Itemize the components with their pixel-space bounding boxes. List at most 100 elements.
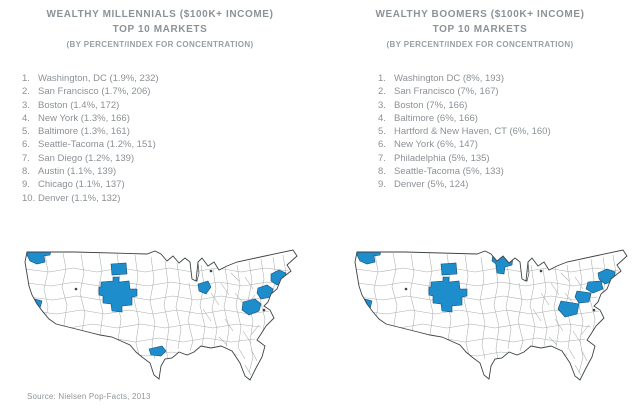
market-list-item: 9. Denver (5%, 124) [378,178,551,191]
dma-boundary-line [580,348,588,362]
highlighted-market-denver-north [110,262,128,276]
market-label: Hartford & New Haven, CT (6%, 160) [394,126,551,138]
market-label: Denver (1.1%, 132) [38,192,121,204]
market-label: San Diego (1.2%, 139) [38,152,135,164]
market-list-item: 8. Austin (1.1%, 139) [22,165,159,178]
dma-boundary-line [163,260,170,360]
dma-boundary-line [493,260,500,360]
dma-boundary-line [355,267,620,273]
dma-boundary-line [479,256,486,360]
dense-boundary-dot [404,287,408,291]
panel-boomers: WEALTHY BOOMERS ($100K+ INCOME) TOP 10 M… [320,0,640,420]
market-list-item: 2. San Francisco (7%, 167) [378,85,551,98]
market-list-boomers: 1. Washington DC (8%, 193) 2. San Francisco… [378,72,551,192]
highlighted-market-boston [270,269,287,286]
dma-boundary-line [210,292,220,306]
market-rank: 3. [22,99,30,111]
market-list-item: 10. Denver (1.1%, 132) [22,192,159,205]
dma-boundary-line [427,252,434,342]
us-dma-map-millennials [24,249,298,381]
market-label: Boston (7%, 166) [394,99,468,111]
dma-boundary-line [356,281,618,287]
market-label: Seattle-Tacoma (5%, 133) [394,166,504,178]
market-label: Baltimore (6%, 166) [394,112,478,124]
market-rank: 5. [378,126,386,138]
highlighted-market-philadelphia-baltimore-dc [557,300,580,318]
dma-boundary-line [175,262,182,350]
dma-boundary-line [28,295,268,301]
market-list-item: 7. San Diego (1.2%, 139) [22,152,159,165]
panel-title-line1: WEALTHY MILLENNIALS ($100K+ INCOME) [46,9,274,20]
highlighted-market-new-york-new-jersey [574,290,592,304]
market-list-item: 4. Baltimore (6%, 166) [378,112,551,125]
dma-boundary-line [550,282,560,296]
dma-boundary-line [244,276,254,290]
market-rank: 9. [378,179,386,191]
dma-boundary-line [220,282,230,296]
highlighted-market-denver-north [440,262,458,276]
market-rank: 6. [22,139,30,151]
dma-boundary-line [234,292,244,304]
us-dma-map-millennials [15,249,300,389]
dense-boundary-dot [262,308,266,312]
dma-boundary-line [517,282,524,352]
dma-boundary-line [554,318,564,332]
highlighted-market-new-york [256,284,274,300]
highlighted-market-denver [98,276,138,313]
market-list-item: 7. Philadelphia (5%, 135) [378,152,551,165]
dma-boundary-line [199,264,206,347]
market-rank: 8. [378,166,386,178]
dma-boundary-line [574,276,584,290]
panel-subtitle: (BY PERCENT/INDEX FOR CONCENTRATION) [386,40,574,49]
dma-boundary-line [26,281,288,287]
dma-boundary-line [568,348,576,360]
market-rank: 8. [22,166,30,178]
dma-boundary-line [242,330,252,344]
dma-boundary-line [133,254,140,356]
market-list-item: 5. Hartford & New Haven, CT (6%, 160) [378,125,551,138]
dma-boundary-line [409,253,416,334]
dma-boundary-line [235,264,242,350]
dma-boundary-line [548,336,558,346]
dma-boundary-line [374,323,592,329]
dma-boundary-line [61,252,68,330]
dma-boundary-line [62,337,256,343]
dma-boundary-line [373,254,379,324]
dma-boundary-line [244,364,252,376]
dma-boundary-line [532,308,542,322]
dma-boundary-line [391,252,398,330]
panel-millennials: WEALTHY MILLENNIALS ($100K+ INCOME) TOP … [15,9,300,389]
dma-boundary-line [392,337,586,343]
market-list-item: 9. Chicago (1.1%, 137) [22,178,159,191]
market-rank: 1. [22,73,30,84]
highlighted-market-denver [428,276,468,313]
market-label: Seattle-Tacoma (1.2%, 151) [38,139,156,151]
dma-boundary-line [97,252,104,342]
market-rank: 2. [378,86,386,98]
market-label: Austin (1.1%, 139) [38,166,117,178]
dma-boundary-line [250,324,260,336]
dma-boundary-line [541,268,548,347]
market-label: Washington, DC (1.9%, 232) [38,73,159,84]
market-rank: 10. [22,192,36,204]
market-list-item: 1. Washington, DC (1.9%, 232) [22,72,159,85]
market-label: Boston (1.4%, 172) [38,99,120,111]
dma-boundary-line [79,253,86,334]
market-label: Philadelphia (5%, 135) [394,152,490,164]
dense-boundary-dot [209,269,213,273]
market-list-millennials: 1. Washington, DC (1.9%, 232) 2. San Franci… [22,72,159,205]
dma-boundary-line [160,362,230,368]
market-label: Baltimore (1.3%, 161) [38,126,130,138]
market-rank: 2. [22,86,30,98]
market-rank: 7. [378,152,386,164]
dma-boundary-line [577,260,584,374]
us-border-outline [24,249,298,381]
dma-boundary-line [230,272,240,282]
dma-boundary-line [247,260,254,374]
panel-title-line1: WEALTHY BOOMERS ($100K+ INCOME) [375,9,585,20]
market-list-item: 4. New York (1.3%, 166) [22,112,159,125]
panel-subtitle: (BY PERCENT/INDEX FOR CONCENTRATION) [66,40,254,49]
dma-boundary-line [32,309,270,315]
market-rank: 4. [378,112,386,124]
us-border-outline [354,249,628,381]
